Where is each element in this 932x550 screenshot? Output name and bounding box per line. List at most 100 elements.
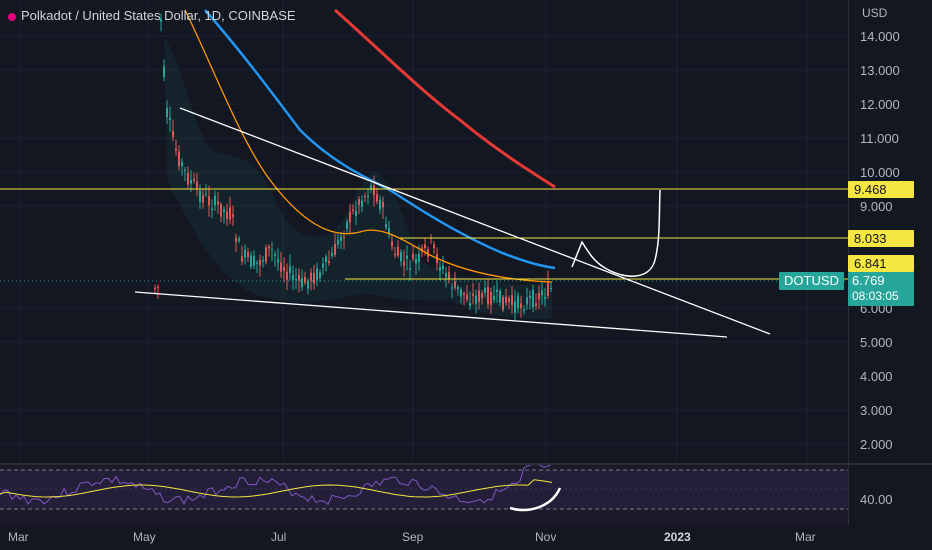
candle-body	[319, 272, 321, 279]
pane-separator[interactable]	[0, 463, 932, 465]
candle-body	[328, 261, 330, 263]
candle-body	[544, 296, 546, 299]
level-badge[interactable]: 6.841	[848, 255, 914, 272]
y-tick-label: 11.000	[860, 131, 899, 146]
candle-body	[286, 271, 288, 280]
candle-body	[508, 298, 510, 303]
candle-body	[280, 262, 282, 272]
candle-body	[460, 289, 462, 297]
x-tick-label: Mar	[795, 530, 816, 544]
candle-body	[235, 237, 237, 242]
y-tick-label: 14.000	[860, 29, 900, 44]
candle-body	[340, 236, 342, 241]
candle-body	[421, 247, 423, 252]
candle-body	[400, 252, 402, 262]
candle-body	[454, 281, 456, 288]
candle-body	[307, 280, 309, 289]
candle-body	[472, 294, 474, 296]
candle-body	[364, 196, 366, 198]
candle-body	[496, 289, 498, 293]
candle-body	[199, 190, 201, 202]
candle-body	[190, 179, 192, 184]
candle-body	[226, 211, 228, 220]
candle-body	[259, 260, 261, 266]
candle-body	[397, 246, 399, 256]
candle-body	[445, 273, 447, 277]
chart-title: Polkadot / United States Dollar, 1D, COI…	[8, 8, 296, 23]
level-badge[interactable]: 9.468	[848, 181, 914, 198]
candle-body	[202, 195, 204, 203]
candle-body	[514, 301, 516, 313]
candle-body	[157, 286, 159, 289]
candle-body	[457, 287, 459, 290]
candle-body	[487, 286, 489, 305]
moving-average-orange	[184, 9, 553, 283]
candle-body	[253, 256, 255, 266]
overlays	[0, 8, 848, 338]
candle-body	[511, 295, 513, 305]
candle-body	[160, 18, 162, 22]
candle-body	[550, 288, 552, 290]
last-price-badge: 6.769 08:03:05	[848, 272, 914, 306]
grid	[0, 0, 848, 525]
candle-body	[394, 253, 396, 256]
candle-body	[322, 263, 324, 268]
bollinger-band	[164, 38, 553, 319]
candle-body	[499, 290, 501, 303]
candle-body	[520, 303, 522, 308]
candle-body	[154, 287, 156, 290]
candle-body	[526, 297, 528, 305]
candle-body	[310, 272, 312, 282]
candle-body	[337, 239, 339, 245]
y-tick-label: 4.000	[860, 369, 893, 384]
candle-body	[448, 272, 450, 280]
candle-body	[241, 256, 243, 262]
y-tick-label: 13.000	[860, 63, 900, 78]
candle-body	[283, 267, 285, 271]
candle-body	[538, 292, 540, 300]
candle-body	[271, 249, 273, 251]
candle-body	[529, 295, 531, 299]
candle-body	[481, 293, 483, 299]
candle-body	[223, 209, 225, 212]
rsi-curve-annotation	[509, 487, 562, 512]
candle-body	[367, 195, 369, 198]
candle-body	[505, 296, 507, 303]
candle-body	[262, 260, 264, 262]
candle-body	[439, 266, 441, 271]
candle-body	[535, 303, 537, 307]
candle-body	[412, 253, 414, 259]
candle-body	[547, 282, 549, 297]
candle-body	[256, 262, 258, 264]
rsi-tick-label: 40.00	[860, 492, 893, 507]
candle-body	[274, 253, 276, 256]
candle-body	[370, 185, 372, 190]
candle-body	[217, 201, 219, 205]
candle-body	[325, 256, 327, 262]
candle-body	[292, 275, 294, 280]
candle-body	[373, 185, 375, 196]
chart-title-text: Polkadot / United States Dollar, 1D, COI…	[21, 8, 296, 23]
candle-body	[211, 208, 213, 211]
candle-body	[361, 200, 363, 208]
candle-body	[208, 196, 210, 206]
candle-body	[463, 293, 465, 296]
candle-body	[388, 227, 390, 234]
y-tick-label: 12.000	[860, 97, 900, 112]
rsi-pane	[0, 463, 562, 512]
candle-body	[358, 199, 360, 205]
level-badge[interactable]: 8.033	[848, 230, 914, 247]
candle-body	[304, 276, 306, 283]
candle-body	[232, 214, 234, 217]
candle-body	[343, 236, 345, 238]
candle-body	[409, 267, 411, 270]
polkadot-logo-icon	[8, 12, 16, 21]
candle-body	[355, 210, 357, 216]
candle-body	[532, 289, 534, 308]
candle-body	[466, 294, 468, 300]
candle-body	[169, 117, 171, 121]
y-tick-label: 5.000	[860, 335, 893, 350]
candle-body	[523, 309, 525, 311]
candle-body	[334, 243, 336, 255]
